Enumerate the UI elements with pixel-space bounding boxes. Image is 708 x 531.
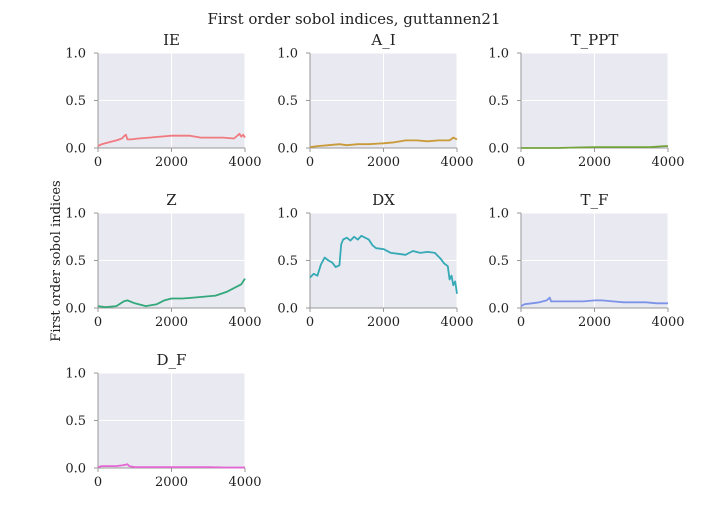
y-tick-label: 0.0 [488, 142, 509, 157]
panel-ie: 0.0 0.5 1.0 0 2000 4000 IE [65, 31, 261, 170]
panel-title: A_I [370, 31, 395, 49]
figure-y-axis-label: First order sobol indices [49, 180, 64, 341]
x-tick-label: 0 [94, 155, 102, 170]
y-tick-label: 0.0 [277, 142, 298, 157]
panel-title: IE [163, 31, 180, 49]
x-tick-label: 2000 [155, 475, 188, 490]
y-tick-label: 1.0 [488, 47, 509, 62]
series-line-z [97, 278, 246, 308]
panel-title: Z [166, 191, 176, 209]
x-tick-label: 0 [517, 155, 525, 170]
series-line-t-f [520, 296, 668, 307]
panel-title: T_PPT [571, 31, 619, 49]
x-tick-label: 4000 [228, 475, 261, 490]
series-line-ie [97, 132, 246, 147]
panel-t-ppt: 0.0 0.5 1.0 0 2000 4000 T_PPT [488, 31, 684, 170]
x-tick-label: 4000 [651, 155, 684, 170]
x-tick-label: 0 [517, 315, 525, 330]
y-tick-label: 0.5 [488, 94, 509, 109]
y-tick-label: 0.5 [277, 94, 298, 109]
y-tick-label: 0.0 [65, 142, 86, 157]
figure-title: First order sobol indices, guttannen21 [208, 10, 501, 28]
x-tick-label: 4000 [228, 315, 261, 330]
y-tick-label: 0.5 [65, 94, 86, 109]
x-tick-label: 0 [94, 315, 102, 330]
y-tick-label: 0.0 [488, 302, 509, 317]
x-tick-label: 0 [94, 475, 102, 490]
panel-title: D_F [157, 351, 187, 369]
x-tick-label: 4000 [228, 155, 261, 170]
y-tick-label: 0.5 [65, 254, 86, 269]
series-line-a-i [309, 136, 458, 148]
panel-d-f: 0.0 0.5 1.0 0 2000 4000 D_F [65, 351, 261, 490]
y-tick-label: 0.0 [277, 302, 298, 317]
y-tick-label: 1.0 [65, 47, 86, 62]
y-tick-label: 0.5 [277, 254, 298, 269]
y-tick-label: 0.5 [65, 414, 86, 429]
x-tick-label: 2000 [578, 315, 611, 330]
x-tick-label: 2000 [578, 155, 611, 170]
x-tick-label: 2000 [155, 155, 188, 170]
panel-a-i: 0.0 0.5 1.0 0 2000 4000 A_I [277, 31, 473, 170]
y-tick-label: 0.0 [65, 302, 86, 317]
x-tick-label: 4000 [440, 315, 473, 330]
series-line-d-f [97, 463, 245, 469]
y-tick-label: 0.5 [488, 254, 509, 269]
series-line-dx [309, 234, 458, 294]
x-tick-label: 2000 [155, 315, 188, 330]
x-tick-label: 2000 [367, 155, 400, 170]
y-tick-label: 0.0 [65, 462, 86, 477]
panel-z: 0.0 0.5 1.0 0 2000 4000 Z [65, 191, 261, 330]
x-tick-label: 0 [306, 315, 314, 330]
x-tick-label: 0 [306, 155, 314, 170]
series-line-t-ppt [521, 145, 668, 149]
panels-grid: 0.0 0.5 1.0 0 2000 4000 IE 0.0 0.5 1.0 0 2000 4000 A_… [65, 31, 684, 490]
y-tick-label: 1.0 [277, 207, 298, 222]
panel-title: T_F [581, 191, 609, 209]
y-tick-label: 1.0 [277, 47, 298, 62]
y-tick-label: 1.0 [65, 367, 86, 382]
panel-title: DX [372, 191, 395, 209]
x-tick-label: 4000 [440, 155, 473, 170]
panel-dx: 0.0 0.5 1.0 0 2000 4000 DX [277, 191, 473, 330]
x-tick-label: 4000 [651, 315, 684, 330]
panel-t-f: 0.0 0.5 1.0 0 2000 4000 T_F [488, 191, 684, 330]
x-tick-label: 2000 [367, 315, 400, 330]
y-tick-label: 1.0 [488, 207, 509, 222]
y-tick-label: 1.0 [65, 207, 86, 222]
